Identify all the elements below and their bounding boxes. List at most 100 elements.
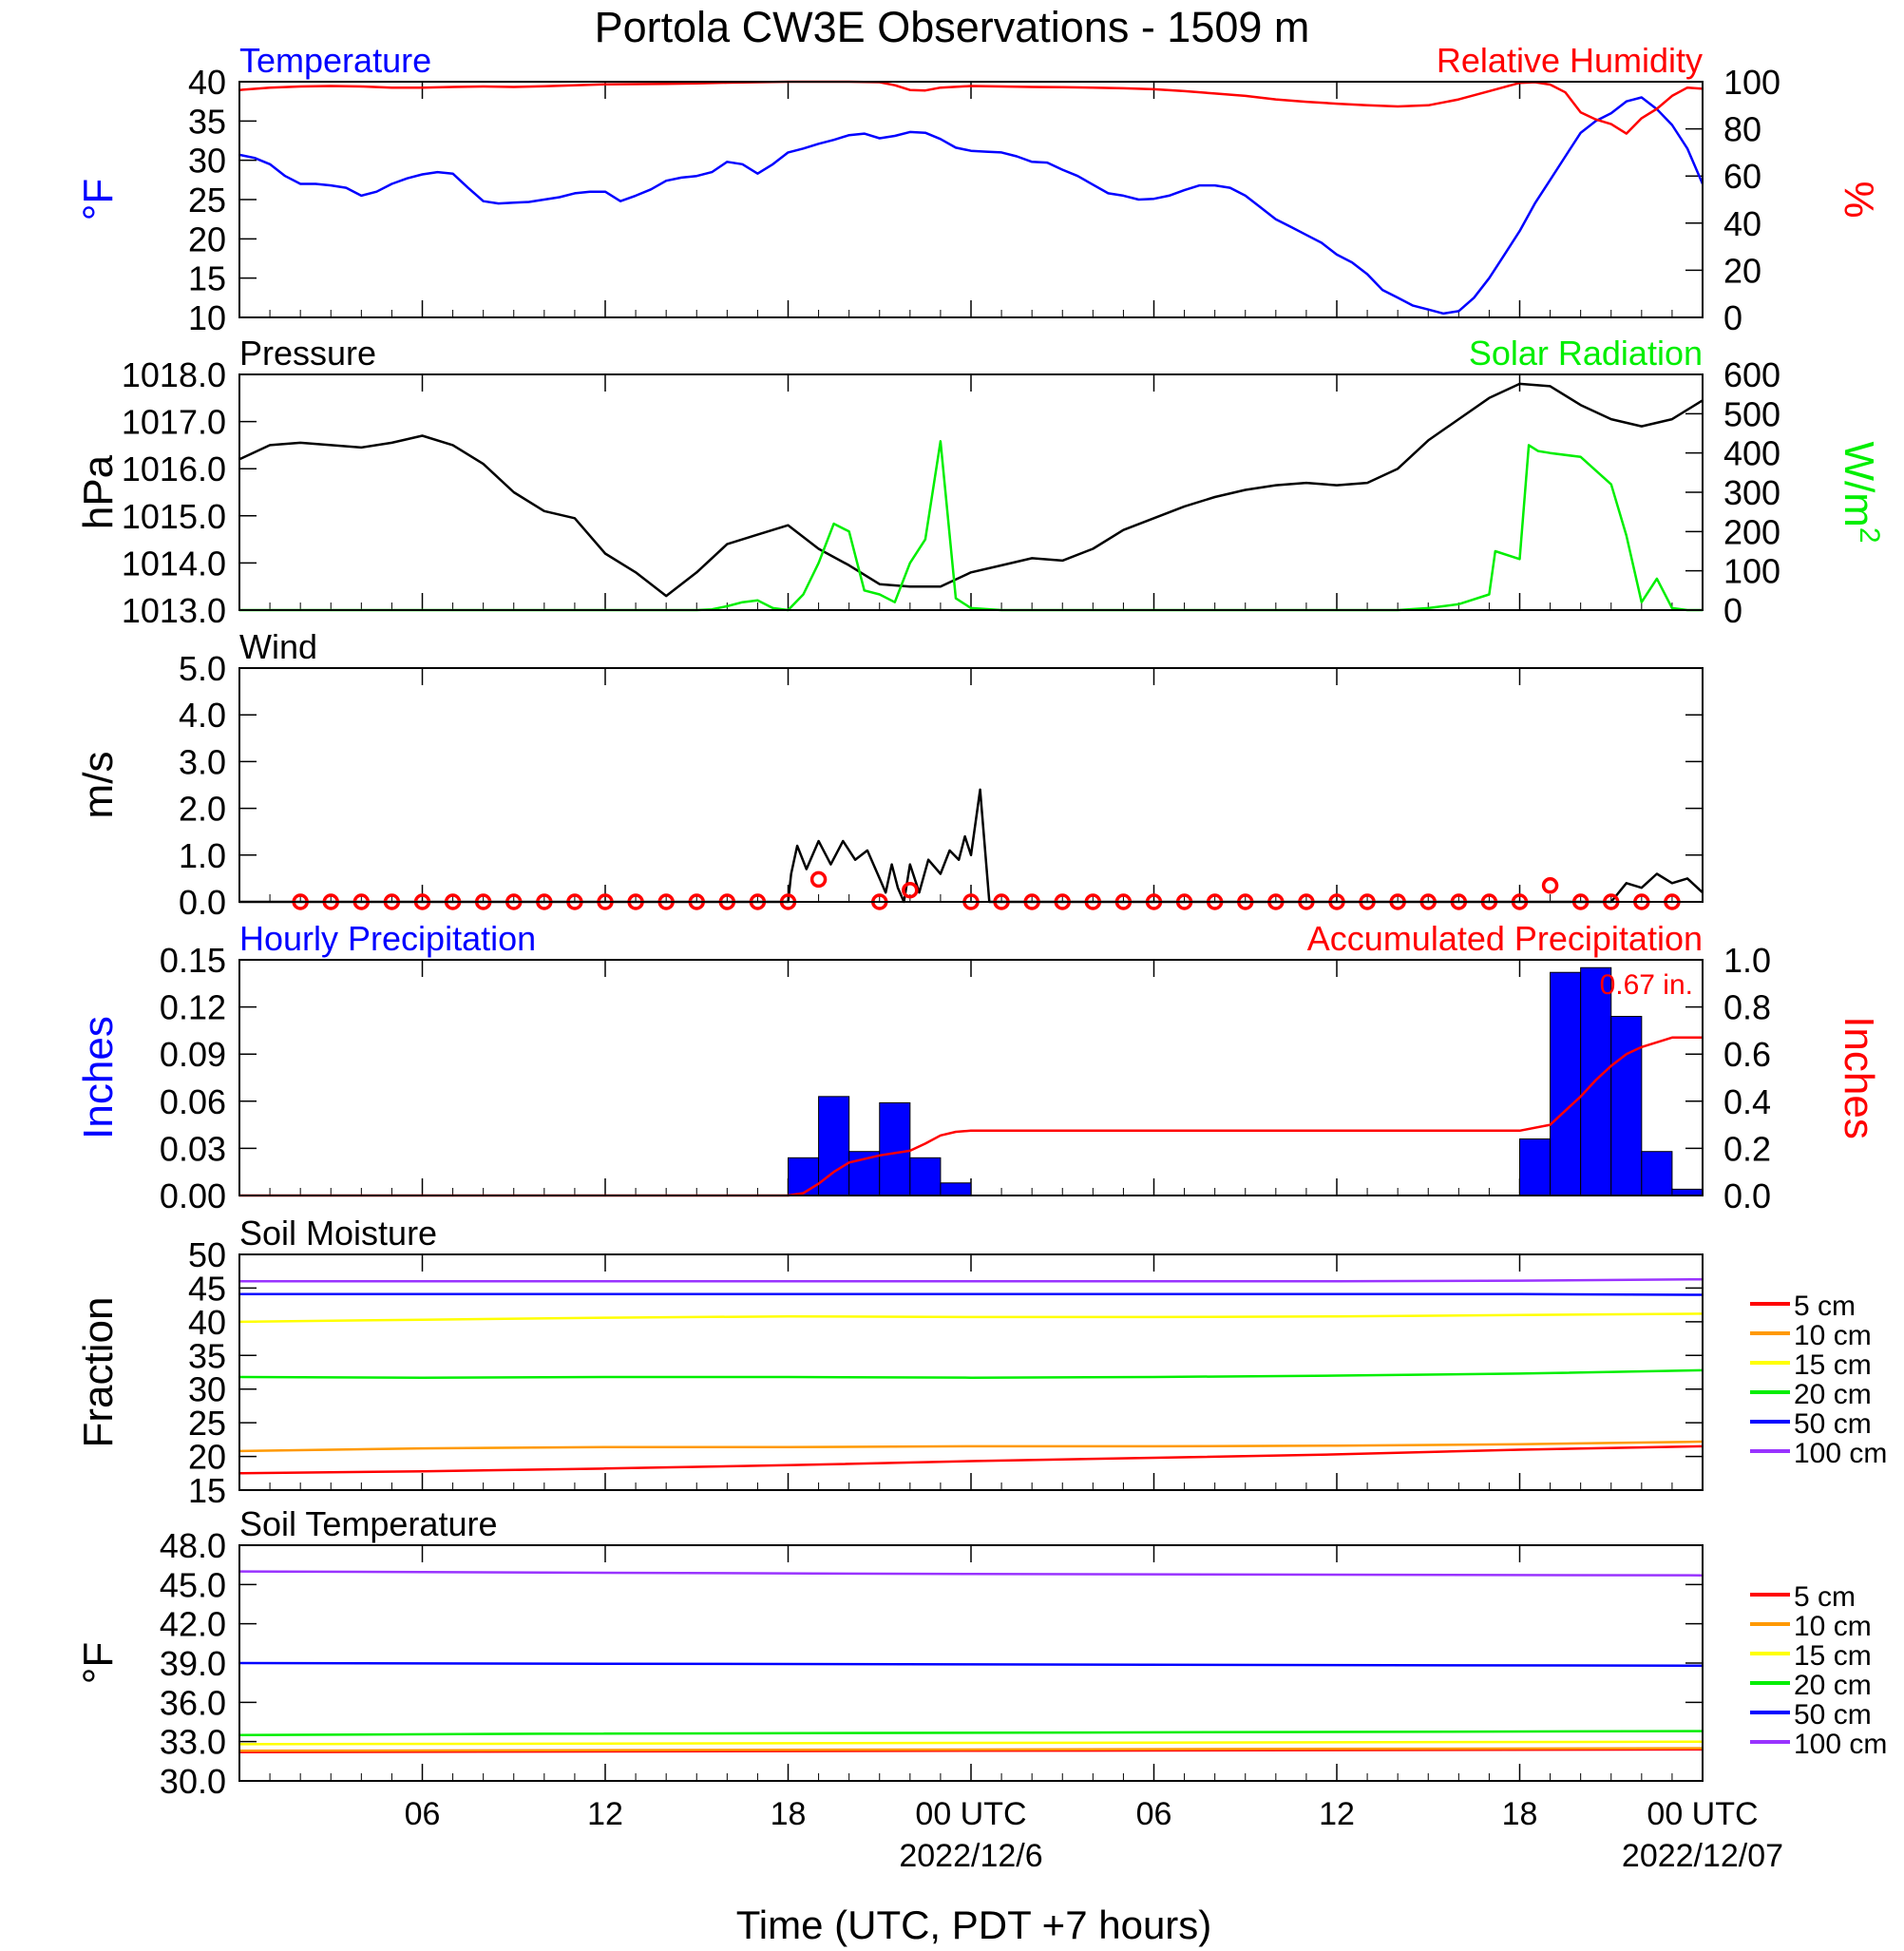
panel-frame [238, 373, 1704, 611]
legend-label: 20 cm [1794, 1670, 1872, 1701]
y-right-tick-label: 1.0 [1723, 941, 1771, 980]
y-left-tick-label: 35 [188, 1336, 226, 1375]
y-right-tick-label: 40 [1723, 204, 1761, 243]
panel-title-left: Pressure [239, 334, 376, 373]
y-left-tick-label: 45.0 [160, 1565, 226, 1604]
series-line-3 [238, 1730, 1704, 1737]
y-right-axis-label: W/m2 [1836, 441, 1885, 543]
y-right-tick-label: 0 [1723, 591, 1742, 630]
y-left-axis-label: °F [75, 1642, 122, 1684]
panel-title-left: Temperature [239, 41, 431, 80]
precip-bar [788, 1157, 820, 1196]
wind-direction-marker [902, 881, 919, 899]
y-left-tick-label: 5.0 [179, 649, 226, 688]
y-left-tick-label: 39.0 [160, 1644, 226, 1683]
y-left-tick-label: 0.03 [160, 1129, 226, 1168]
y-left-tick-label: 30.0 [160, 1762, 226, 1801]
x-tick-label: 00 UTC [1647, 1796, 1758, 1832]
y-left-tick-label: 1016.0 [122, 449, 226, 488]
y-left-tick-label: 20 [188, 1438, 226, 1477]
y-right-tick-label: 80 [1723, 110, 1761, 149]
y-left-tick-label: 40 [188, 1303, 226, 1342]
y-left-tick-label: 4.0 [179, 696, 226, 735]
panel-title-left: Wind [239, 627, 317, 666]
panel-frame [238, 1544, 1704, 1782]
y-right-tick-label: 0.0 [1723, 1176, 1771, 1215]
y-left-tick-label: 0.15 [160, 941, 226, 980]
precip-bar [909, 1157, 942, 1196]
x-tick-label: 06 [1136, 1796, 1172, 1832]
y-left-tick-label: 1013.0 [122, 591, 226, 630]
legend-label: 5 cm [1794, 1581, 1856, 1613]
precip-bar [879, 1101, 911, 1196]
panel-title-left: Soil Moisture [239, 1214, 437, 1253]
y-right-tick-label: 100 [1723, 552, 1780, 591]
legend-label: 15 cm [1794, 1349, 1872, 1381]
series-line-5 [238, 1570, 1704, 1577]
series-line-4 [238, 1661, 1704, 1668]
x-tick-date-label: 2022/12/6 [899, 1838, 1042, 1874]
y-left-axis-label: Fraction [75, 1297, 122, 1448]
y-left-tick-label: 15 [188, 259, 226, 298]
precip-bar [1550, 971, 1582, 1196]
y-left-tick-label: 1.0 [179, 836, 226, 875]
y-left-tick-label: 48.0 [160, 1526, 226, 1565]
legend-label: 100 cm [1794, 1438, 1887, 1469]
y-right-tick-label: 0.6 [1723, 1035, 1771, 1074]
x-tick-label: 12 [587, 1796, 623, 1832]
y-left-axis-label: hPa [75, 454, 122, 529]
y-right-tick-label: 0.4 [1723, 1082, 1771, 1121]
panel-title-right: Relative Humidity [1437, 41, 1703, 80]
x-axis-label: Time (UTC, PDT +7 hours) [736, 1903, 1212, 1947]
panel-title-right: Accumulated Precipitation [1307, 919, 1703, 958]
y-left-tick-label: 20 [188, 220, 226, 258]
legend-label: 5 cm [1794, 1291, 1856, 1322]
legend-label: 15 cm [1794, 1640, 1872, 1672]
legend-label: 20 cm [1794, 1379, 1872, 1410]
y-left-tick-label: 0.00 [160, 1176, 226, 1215]
y-left-tick-label: 0.0 [179, 883, 226, 922]
precip-bar [1610, 1016, 1643, 1196]
y-right-axis-label: Inches [1836, 1016, 1882, 1139]
y-left-tick-label: 45 [188, 1269, 226, 1308]
precip-bar [1519, 1138, 1552, 1196]
series-line-1 [239, 440, 1703, 612]
series-line-2 [238, 1740, 1704, 1746]
series-line-3 [238, 1368, 1704, 1379]
y-left-tick-label: 1017.0 [122, 403, 226, 442]
y-right-tick-label: 20 [1723, 251, 1761, 290]
panel-frame [238, 81, 1704, 318]
y-left-tick-label: 25 [188, 181, 226, 220]
y-right-tick-label: 600 [1723, 355, 1780, 394]
y-right-axis-label-text: % [1836, 181, 1882, 218]
chart-title: Portola CW3E Observations - 1509 m [595, 3, 1310, 51]
y-left-tick-label: 1014.0 [122, 544, 226, 583]
series-line-0 [238, 1444, 1704, 1475]
y-right-tick-label: 400 [1723, 434, 1780, 473]
series-line-4 [239, 1292, 1704, 1296]
x-tick-label: 18 [1502, 1796, 1538, 1832]
y-right-tick-label: 0.8 [1723, 988, 1771, 1027]
y-right-tick-label: 200 [1723, 512, 1780, 551]
y-right-axis-label: % [1836, 181, 1882, 218]
series-line-0 [239, 788, 1704, 904]
y-left-tick-label: 2.0 [179, 790, 226, 829]
y-right-tick-label: 0.2 [1723, 1129, 1771, 1168]
y-left-tick-label: 42.0 [160, 1605, 226, 1644]
y-right-tick-label: 60 [1723, 157, 1761, 196]
series-line-0 [238, 382, 1704, 598]
y-right-tick-label: 100 [1723, 63, 1780, 102]
y-left-tick-label: 50 [188, 1235, 226, 1274]
y-left-tick-label: 0.06 [160, 1082, 226, 1121]
y-right-tick-label: 300 [1723, 473, 1780, 512]
y-left-tick-label: 40 [188, 63, 226, 102]
y-left-tick-label: 30 [188, 1370, 226, 1409]
series-line-5 [239, 1277, 1704, 1283]
panel-frame [238, 1253, 1704, 1491]
series-line-1 [238, 1440, 1704, 1453]
y-left-axis-label: Inches [75, 1016, 122, 1139]
series-line-0 [238, 96, 1704, 316]
y-left-tick-label: 36.0 [160, 1683, 226, 1722]
